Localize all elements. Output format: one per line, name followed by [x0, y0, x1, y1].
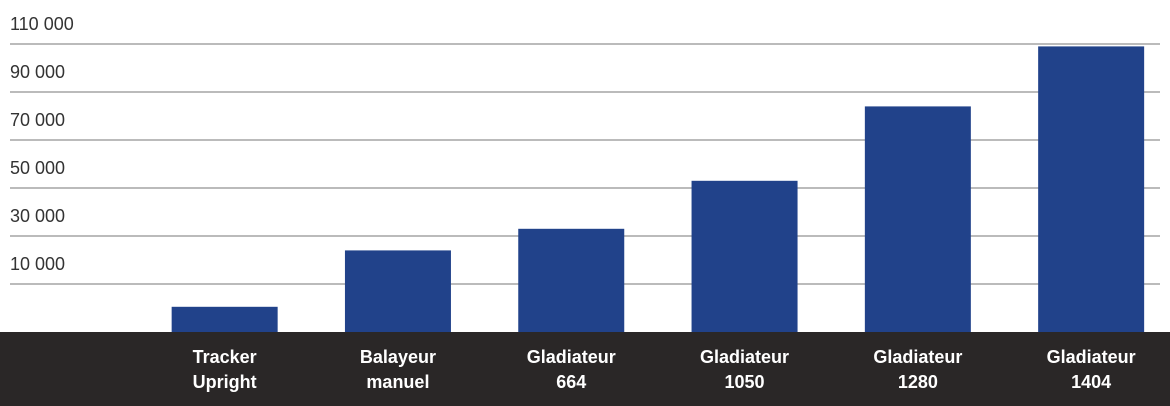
x-tick-label: 664	[556, 372, 586, 392]
y-tick-label: 110 000	[10, 14, 74, 34]
y-tick-label: 50 000	[10, 158, 65, 178]
x-tick-label: 1280	[898, 372, 938, 392]
x-tick-label: Upright	[193, 372, 257, 392]
y-tick-label: 10 000	[10, 254, 65, 274]
bar	[864, 106, 971, 333]
category-band	[0, 332, 1170, 406]
y-tick-label: 70 000	[10, 110, 65, 130]
bar	[1038, 46, 1145, 333]
x-tick-label: manuel	[366, 372, 429, 392]
bar	[344, 250, 451, 332]
bar	[691, 180, 798, 332]
x-tick-label: 1050	[725, 372, 765, 392]
x-tick-label: Gladiateur	[1047, 347, 1136, 367]
y-tick-label: 90 000	[10, 62, 65, 82]
bar	[171, 306, 278, 332]
x-tick-label: Gladiateur	[527, 347, 616, 367]
x-tick-label: Tracker	[193, 347, 257, 367]
bar	[518, 228, 625, 332]
x-tick-label: Balayeur	[360, 347, 436, 367]
y-tick-label: 30 000	[10, 206, 65, 226]
x-tick-label: 1404	[1071, 372, 1111, 392]
x-tick-label: Gladiateur	[700, 347, 789, 367]
x-tick-label: Gladiateur	[873, 347, 962, 367]
